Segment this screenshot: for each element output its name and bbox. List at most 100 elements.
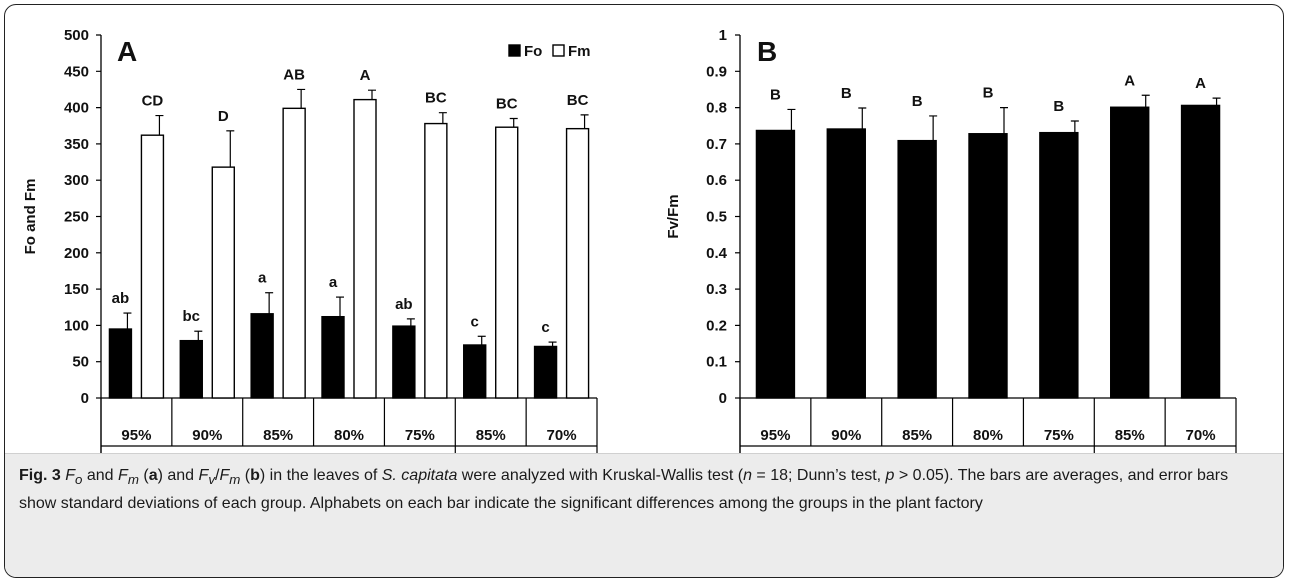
category-label: 95% [121,427,151,444]
category-label: 80% [334,427,364,444]
y-tick-label: 450 [64,63,89,80]
y-tick-label: 400 [64,100,89,117]
y-tick-label: 0.2 [706,317,727,334]
legend-label: Fo [524,43,542,60]
significance-letter: ab [112,290,130,307]
bar-value [1039,131,1079,399]
bar-value [1180,104,1221,399]
caption-panel-a: a [148,467,158,484]
category-label: 85% [476,427,506,444]
significance-letter: B [983,85,994,102]
category-label: 85% [902,427,932,444]
bar-value [826,128,866,399]
caption-fm2: F [219,467,230,484]
significance-letter: a [258,270,267,287]
bar-Fo [250,313,274,399]
caption-fo: F [65,467,76,484]
caption-mid4: = 18; Dunn’s test, [751,467,886,484]
bar-Fm [424,122,448,399]
category-label: 90% [192,427,222,444]
caption-slash: / [214,467,220,484]
significance-letter: A [1124,72,1135,89]
bar-value [755,129,796,399]
significance-letter: a [329,274,338,291]
significance-letter: c [541,319,549,336]
bar-value [1110,106,1150,399]
bar-Fo [463,344,487,399]
significance-letter: BC [496,95,518,112]
bar-value [897,139,937,399]
figure-canvas: 0 50 100 150 200 250 300 350 400 450 500 Fo and Fm A… [22,27,1237,453]
legend-swatch [508,44,521,57]
significance-letter: B [912,93,923,110]
bar-Fo [533,345,558,399]
significance-letter: A [1195,75,1206,92]
bar-Fm [495,126,519,399]
significance-letter: B [770,86,781,103]
significance-letter: bc [183,308,201,325]
category-label: 80% [973,427,1003,444]
y-tick-label: 250 [64,209,89,226]
significance-letter: B [841,85,852,102]
bar-Fo [179,339,203,399]
significance-letter: BC [567,92,589,109]
y-tick-label: 1 [719,27,727,44]
caption-fm: F [118,467,128,484]
bar-Fo [392,325,416,399]
caption-tail: > 0.05). The bars are averages, and erro… [19,467,1229,513]
caption-mid2: ) in the leaves of [259,467,382,484]
y-tick-label: 500 [64,27,89,44]
caption-fm-sub: m [127,472,139,488]
y-tick-label: 0.3 [706,281,727,298]
y-tick-label: 0.6 [706,172,727,189]
bar-value [968,133,1008,399]
significance-letter: BC [425,90,447,107]
caption-species: S. capitata [381,467,458,484]
significance-letter: B [1053,98,1064,115]
legend-swatch [552,44,565,57]
figure-caption: Fig. 3 Fo and Fm (a) and Fv/Fm (b) in th… [5,453,1283,577]
y-tick-label: 350 [64,136,89,153]
caption-fv-sub: v [208,472,215,488]
y-tick-label: 0.9 [706,63,727,80]
category-label: 85% [1115,427,1145,444]
y-tick-label: 0.1 [706,354,727,371]
caption-mid1: ) and [157,467,199,484]
category-label: 70% [547,427,577,444]
bar-Fo [108,328,133,399]
y-tick-label: 0 [81,390,89,407]
bar-Fo [321,315,345,399]
caption-fm2-sub: m [229,472,241,488]
bar-Fm [353,98,377,399]
panel-letter: B [757,36,777,67]
y-tick-label: 0.8 [706,100,727,117]
category-label: 75% [1044,427,1074,444]
significance-letter: c [471,313,479,330]
bar-Fm [565,127,590,399]
y-tick-label: 0.5 [706,209,727,226]
significance-letter: A [360,67,371,84]
figure-frame: 0 50 100 150 200 250 300 350 400 450 500 Fo and Fm A… [4,4,1284,578]
significance-letter: AB [283,66,305,83]
caption-p: p [885,467,895,484]
caption-and: and [82,467,119,484]
significance-letter: ab [395,296,413,313]
caption-fv: F [198,467,209,484]
y-tick-label: 50 [72,354,89,371]
category-label: 70% [1186,427,1216,444]
caption-panel-b: b [250,467,260,484]
y-axis-title: Fo and Fm [22,179,39,255]
caption-n: n [743,467,752,484]
bar-Fm [211,166,235,399]
y-tick-label: 0.7 [706,136,727,153]
y-tick-label: 100 [64,317,89,334]
significance-letter: D [218,108,229,125]
category-label: 75% [405,427,435,444]
y-tick-label: 300 [64,172,89,189]
category-label: 90% [831,427,861,444]
significance-letter: CD [142,93,164,110]
bar-Fm [140,134,165,399]
bar-Fm [282,107,306,399]
y-tick-label: 200 [64,245,89,262]
caption-fig-label: Fig. 3 [19,467,61,484]
